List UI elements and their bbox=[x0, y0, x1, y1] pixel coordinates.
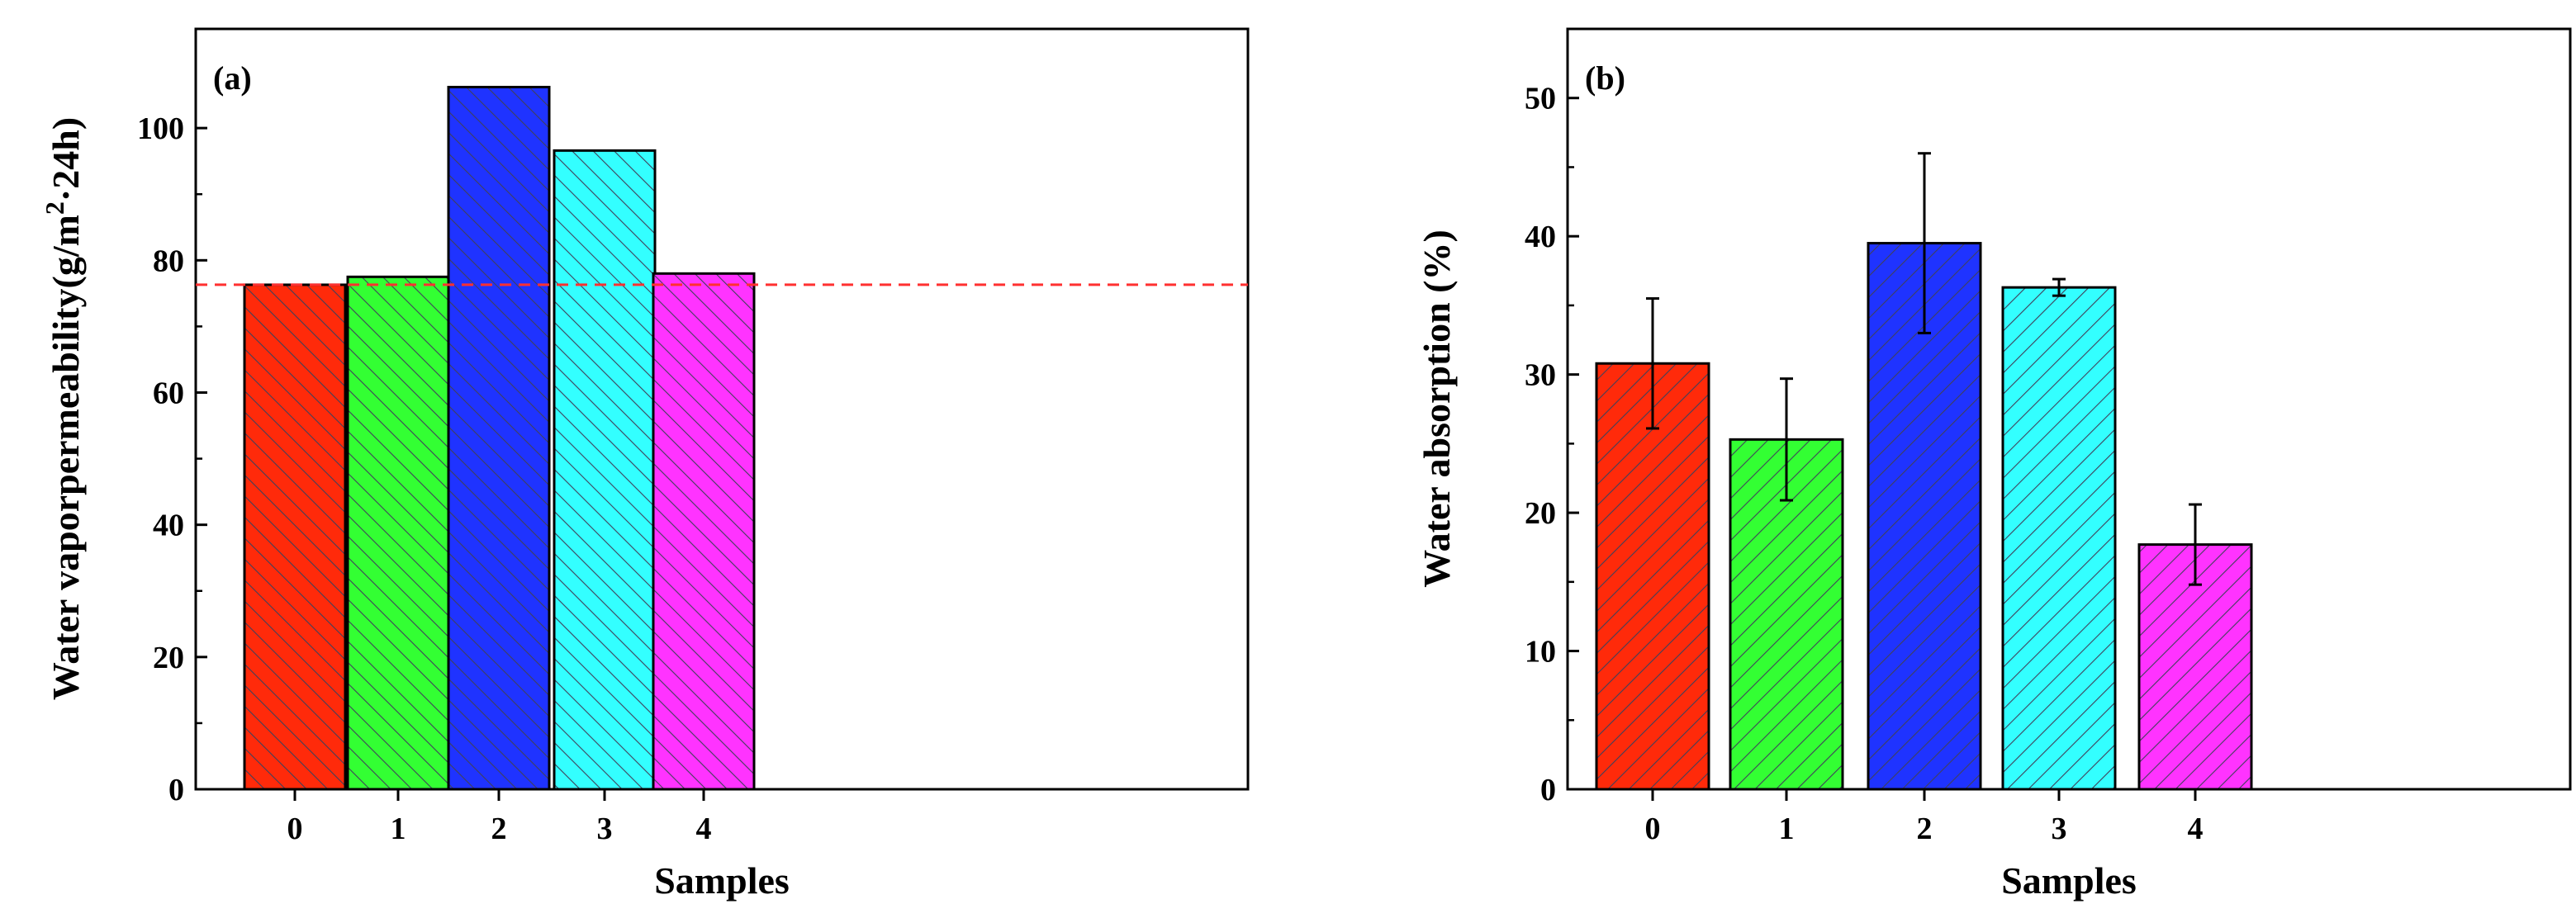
panel-a-bar bbox=[652, 272, 756, 791]
panel-b-x-axis-title: Samples bbox=[2001, 859, 2137, 902]
panel-a-bar bbox=[553, 149, 657, 791]
panel-a: (a) 0 20 40 60 80 100 0 1 2 3 4 Samples Water vap… bbox=[40, 27, 1250, 902]
panel-b-y-axis-title: Water absorption (%) bbox=[1416, 230, 1458, 588]
panel-a-y-tick-label: 100 bbox=[137, 111, 184, 146]
panel-a-bar bbox=[447, 85, 551, 791]
panel-b-label: (b) bbox=[1585, 59, 1625, 97]
panel-b-x-tick-label: 4 bbox=[2188, 812, 2204, 846]
panel-b-x-ticks: 0 1 2 3 4 bbox=[1645, 789, 2204, 846]
panel-b-x-tick-label: 3 bbox=[2052, 812, 2067, 846]
panel-a-y-tick-label: 80 bbox=[153, 244, 184, 278]
panel-a-x-tick-label: 3 bbox=[597, 812, 613, 846]
panel-b-x-tick-label: 1 bbox=[1779, 812, 1795, 846]
panel-b-y-tick-label: 20 bbox=[1525, 496, 1556, 531]
panel-a-y-tick-label: 0 bbox=[168, 773, 184, 807]
panel-a-bars bbox=[243, 85, 756, 791]
panel-a-y-axis-title: Water vaporpermeability(g/m2·24h) bbox=[40, 117, 87, 700]
panel-b-y-axis-title-main: Water absorption (%) bbox=[1416, 230, 1458, 588]
panel-a-x-axis-title: Samples bbox=[654, 859, 790, 902]
panel-a-bar bbox=[346, 275, 450, 791]
panel-a-y-axis-title-tail: ·24h) bbox=[45, 117, 87, 201]
panel-a-x-tick-label: 2 bbox=[491, 812, 507, 846]
panel-a-y-ticks: 0 20 40 60 80 100 bbox=[137, 111, 207, 807]
panel-b-y-tick-label: 10 bbox=[1525, 635, 1556, 670]
panel-b-bar bbox=[1595, 362, 1710, 791]
panel-a-label: (a) bbox=[213, 59, 252, 97]
panel-a-y-tick-label: 40 bbox=[153, 509, 184, 543]
panel-b-y-tick-label: 0 bbox=[1540, 773, 1556, 807]
panel-a-y-tick-label: 60 bbox=[153, 376, 184, 410]
panel-b-y-tick-label: 50 bbox=[1525, 82, 1556, 116]
panel-b-x-tick-label: 2 bbox=[1917, 812, 1933, 846]
panel-a-x-ticks: 0 1 2 3 4 bbox=[287, 789, 712, 846]
panel-b-y-tick-label: 30 bbox=[1525, 358, 1556, 393]
panel-b-error-bars bbox=[1646, 152, 2202, 586]
panel-a-y-tick-label: 20 bbox=[153, 641, 184, 675]
panel-a-x-tick-label: 0 bbox=[287, 812, 303, 846]
panel-a-y-axis-title-superscript: 2 bbox=[40, 201, 69, 215]
panel-b-y-tick-label: 40 bbox=[1525, 220, 1556, 254]
panel-a-x-tick-label: 1 bbox=[391, 812, 406, 846]
panel-b-y-ticks: 0 10 20 30 40 50 bbox=[1525, 82, 1579, 807]
panel-a-y-axis-title-main: Water vaporpermeability(g/m bbox=[45, 215, 87, 700]
panel-b-x-tick-label: 0 bbox=[1645, 812, 1661, 846]
panel-b: (b) 0 10 20 30 40 50 0 1 2 3 4 Samples Water abso… bbox=[1416, 27, 2572, 902]
panel-a-bar bbox=[243, 283, 347, 791]
panel-b-bar bbox=[2001, 286, 2117, 791]
panel-a-x-tick-label: 4 bbox=[696, 812, 712, 846]
panel-b-bars bbox=[1595, 242, 2253, 791]
